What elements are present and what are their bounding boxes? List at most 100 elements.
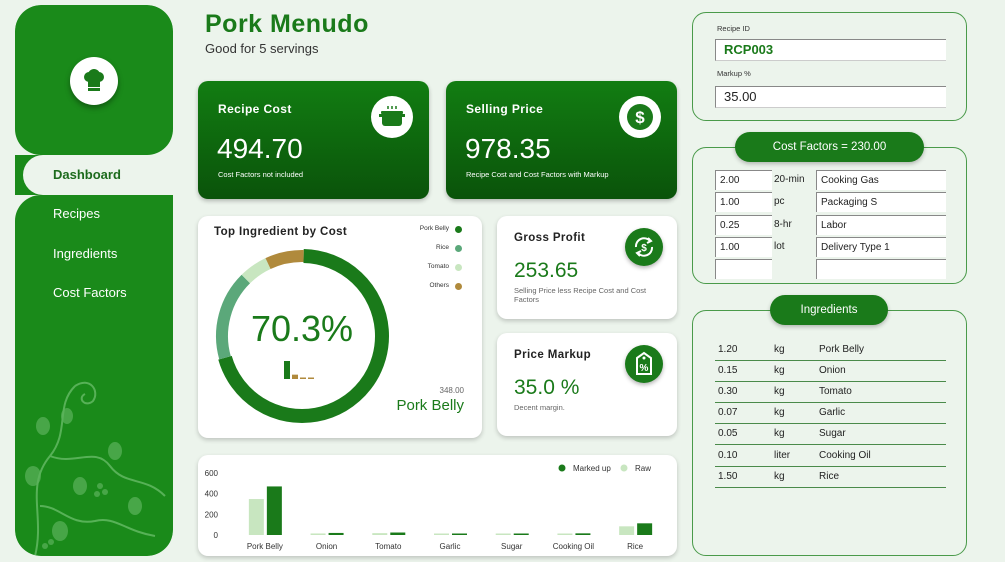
- ingredient-qty: 0.30: [718, 386, 738, 398]
- x-tick-label: Cooking Oil: [553, 542, 595, 551]
- bar-marked-up: [513, 533, 529, 535]
- donut-slice-others: [265, 250, 304, 270]
- selling-price-label: Selling Price: [466, 102, 544, 116]
- selling-price-card: Selling Price 978.35 Recipe Cost and Cos…: [446, 81, 677, 199]
- ingredient-name: Onion: [819, 365, 846, 377]
- y-tick-label: 600: [205, 469, 219, 478]
- ingredient-row[interactable]: 1.20 kg Pork Belly: [715, 340, 946, 361]
- recipe-cost-card: Recipe Cost 494.70 Cost Factors not incl…: [198, 81, 429, 199]
- ingredient-name: Sugar: [819, 428, 846, 440]
- bar-raw: [557, 533, 573, 535]
- chef-hat-icon: [84, 69, 104, 91]
- ingredient-row[interactable]: 0.30 kg Tomato: [715, 382, 946, 404]
- top-ingredient-title: Top Ingredient by Cost: [214, 226, 348, 238]
- chart-legend-dot: [558, 464, 566, 472]
- price-markup-card: Price Markup % 35.0 % Decent margin.: [497, 333, 677, 436]
- ingredient-cost-chart-card: 0 200 400 600 Pork Belly Onion Tomato Garlic Sug…: [198, 455, 677, 556]
- ingredient-name: Rice: [819, 470, 840, 482]
- cost-factor-qty[interactable]: 2.00: [715, 170, 772, 190]
- nav-recipes[interactable]: Recipes: [53, 206, 100, 221]
- recipe-id-label: Recipe ID: [717, 24, 750, 33]
- ingredient-name: Tomato: [819, 386, 852, 398]
- bar-marked-up: [266, 486, 282, 535]
- cost-factor-name[interactable]: Cooking Gas: [816, 170, 946, 190]
- bar-marked-up: [452, 533, 467, 535]
- cost-factor-name[interactable]: Delivery Type 1: [816, 236, 946, 257]
- selling-price-value: 978.35: [465, 133, 551, 164]
- gross-profit-title: Gross Profit: [514, 232, 586, 244]
- sidebar-body: [15, 195, 173, 556]
- svg-text:$: $: [641, 243, 647, 254]
- bar-marked-up: [575, 533, 591, 535]
- gross-profit-card: Gross Profit $ 253.65 Selling Price less…: [497, 216, 677, 319]
- bar-marked-up: [390, 532, 406, 535]
- ingredient-row[interactable]: 0.15 kg Onion: [715, 361, 946, 383]
- ingredient-qty: 0.05: [718, 428, 738, 440]
- top-ingredient-donut: [216, 249, 389, 423]
- ingredient-unit: kg: [774, 407, 785, 419]
- price-markup-title: Price Markup: [514, 349, 592, 361]
- donut-slice-tomato: [241, 258, 271, 284]
- ingredient-row[interactable]: 0.10 liter Cooking Oil: [715, 446, 946, 467]
- chart-legend-label: Marked up: [573, 464, 611, 473]
- x-tick-label: Tomato: [375, 542, 402, 551]
- y-tick-label: 400: [205, 490, 219, 499]
- gross-profit-note: Selling Price less Recipe Cost and Cost …: [514, 286, 647, 304]
- donut-slice-pork-belly: [218, 249, 389, 423]
- mini-bar: [308, 377, 314, 379]
- top-ingredient-mini-bars: [284, 361, 314, 379]
- ingredient-row[interactable]: 0.07 kg Garlic: [715, 403, 946, 425]
- cost-factor-qty[interactable]: [715, 259, 772, 280]
- legend-dot: [455, 263, 462, 271]
- ingredient-qty: 0.15: [718, 365, 738, 377]
- bar-raw: [619, 526, 635, 535]
- cost-factor-name[interactable]: Packaging S: [816, 192, 946, 213]
- cooking-pot-icon: [371, 96, 413, 138]
- svg-text:$: $: [635, 108, 645, 127]
- cost-factor-qty[interactable]: 1.00: [715, 236, 772, 257]
- recipe-cost-note: Cost Factors not included: [218, 170, 304, 179]
- bar-raw: [310, 533, 326, 535]
- markup-field[interactable]: 35.00: [715, 86, 946, 108]
- legend-label: Others: [429, 282, 449, 289]
- cost-factor-qty[interactable]: 0.25: [715, 214, 772, 235]
- cost-factor-unit: 20-min: [774, 174, 805, 185]
- ingredient-row[interactable]: 0.05 kg Sugar: [715, 424, 946, 446]
- cost-factor-name[interactable]: Labor: [816, 214, 946, 235]
- nav-ingredients[interactable]: Ingredients: [53, 246, 118, 261]
- bar-raw: [495, 533, 511, 535]
- page-subtitle: Good for 5 servings: [205, 41, 319, 56]
- nav-cost-factors[interactable]: Cost Factors: [53, 285, 127, 300]
- cost-factor-unit: pc: [774, 196, 785, 208]
- ingredient-unit: liter: [774, 449, 791, 461]
- mini-bar: [284, 361, 290, 379]
- bar-marked-up: [328, 532, 344, 535]
- legend-dot: [455, 225, 462, 233]
- price-markup-note: Decent margin.: [514, 403, 565, 412]
- chef-hat-logo: [70, 57, 118, 105]
- price-markup-value: 35.0 %: [514, 376, 580, 399]
- cost-factor-qty[interactable]: 1.00: [715, 192, 772, 213]
- legend-label: Tomato: [427, 263, 449, 270]
- ingredient-row[interactable]: 1.50 kg Rice: [715, 467, 946, 488]
- x-tick-label: Rice: [627, 542, 644, 551]
- legend-label: Rice: [435, 244, 449, 251]
- cost-factor-name[interactable]: [816, 259, 946, 280]
- chart-legend-dot: [620, 464, 628, 472]
- donut-legend: Pork Belly Rice Tomato Others: [198, 216, 482, 306]
- money-cycle-icon: $: [625, 228, 663, 266]
- x-tick-label: Pork Belly: [247, 542, 283, 551]
- ingredient-name: Cooking Oil: [819, 449, 871, 461]
- vine-decoration: [25, 381, 166, 556]
- y-tick-label: 200: [205, 510, 219, 519]
- cost-factors-header: Cost Factors = 230.00: [735, 132, 924, 162]
- cost-factor-unit: 8-hr: [774, 218, 792, 230]
- ingredient-unit: kg: [774, 344, 785, 355]
- nav-dashboard[interactable]: Dashboard: [23, 155, 173, 195]
- y-tick-label: 0: [214, 531, 219, 540]
- cost-factor-unit: lot: [774, 240, 785, 252]
- selling-price-note: Recipe Cost and Cost Factors with Markup: [466, 170, 609, 179]
- svg-text:%: %: [640, 363, 649, 374]
- recipe-cost-label: Recipe Cost: [218, 102, 292, 116]
- recipe-id-field[interactable]: RCP003: [715, 39, 946, 61]
